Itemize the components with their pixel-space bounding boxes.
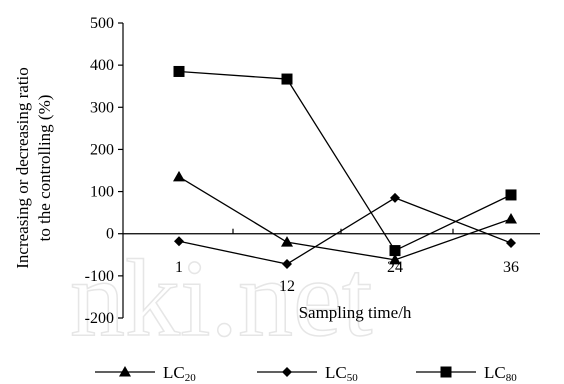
legend-label: LC50 (325, 363, 358, 384)
x-tick-label: 36 (503, 259, 519, 276)
y-tick-label: 200 (90, 141, 114, 158)
legend-marker (282, 367, 292, 377)
data-point (281, 236, 293, 247)
data-point (281, 73, 293, 85)
data-point (174, 236, 184, 247)
series-group (173, 65, 517, 270)
y-axis-ticks: -200 -100 0 100 200 300 400 500 (85, 15, 123, 327)
y-tick-label: 400 (90, 57, 114, 74)
legend-marker (440, 366, 452, 378)
data-point (389, 245, 401, 257)
data-point (173, 170, 185, 182)
y-tick-label: -100 (85, 268, 114, 285)
data-point (505, 189, 517, 201)
x-axis-title: Sampling time/h (299, 303, 412, 322)
y-tick-label: 0 (106, 226, 114, 243)
y-axis-title-line2: to the controlling (%) (35, 95, 54, 242)
legend-label: LC20 (163, 363, 196, 384)
x-tick-label: 12 (279, 278, 295, 295)
data-point (282, 259, 292, 270)
data-point (505, 212, 517, 224)
series-line (178, 197, 512, 265)
legend-item: LC20 (95, 363, 196, 384)
legend-marker (119, 366, 131, 377)
y-tick-label: 500 (90, 15, 114, 32)
data-point (173, 65, 185, 77)
series-lc20 (173, 170, 517, 265)
x-tick-label: 1 (175, 259, 183, 276)
data-point (390, 192, 400, 203)
y-axis-title-line1: Increasing or decreasing ratio (13, 67, 32, 269)
legend-item: LC50 (257, 363, 358, 384)
data-point (389, 253, 401, 265)
series-lc50 (174, 192, 516, 270)
y-tick-label: 100 (90, 184, 114, 201)
series-line (178, 176, 512, 261)
legend-item: LC80 (416, 363, 517, 384)
series-lc80 (173, 65, 517, 257)
legend-label: LC80 (484, 363, 517, 384)
legend: LC20 LC50 LC80 (95, 363, 517, 384)
series-line (178, 70, 512, 252)
y-tick-label: -200 (85, 310, 114, 327)
data-point (506, 237, 516, 248)
watermark: nki.net (70, 237, 372, 359)
y-tick-label: 300 (90, 99, 114, 116)
